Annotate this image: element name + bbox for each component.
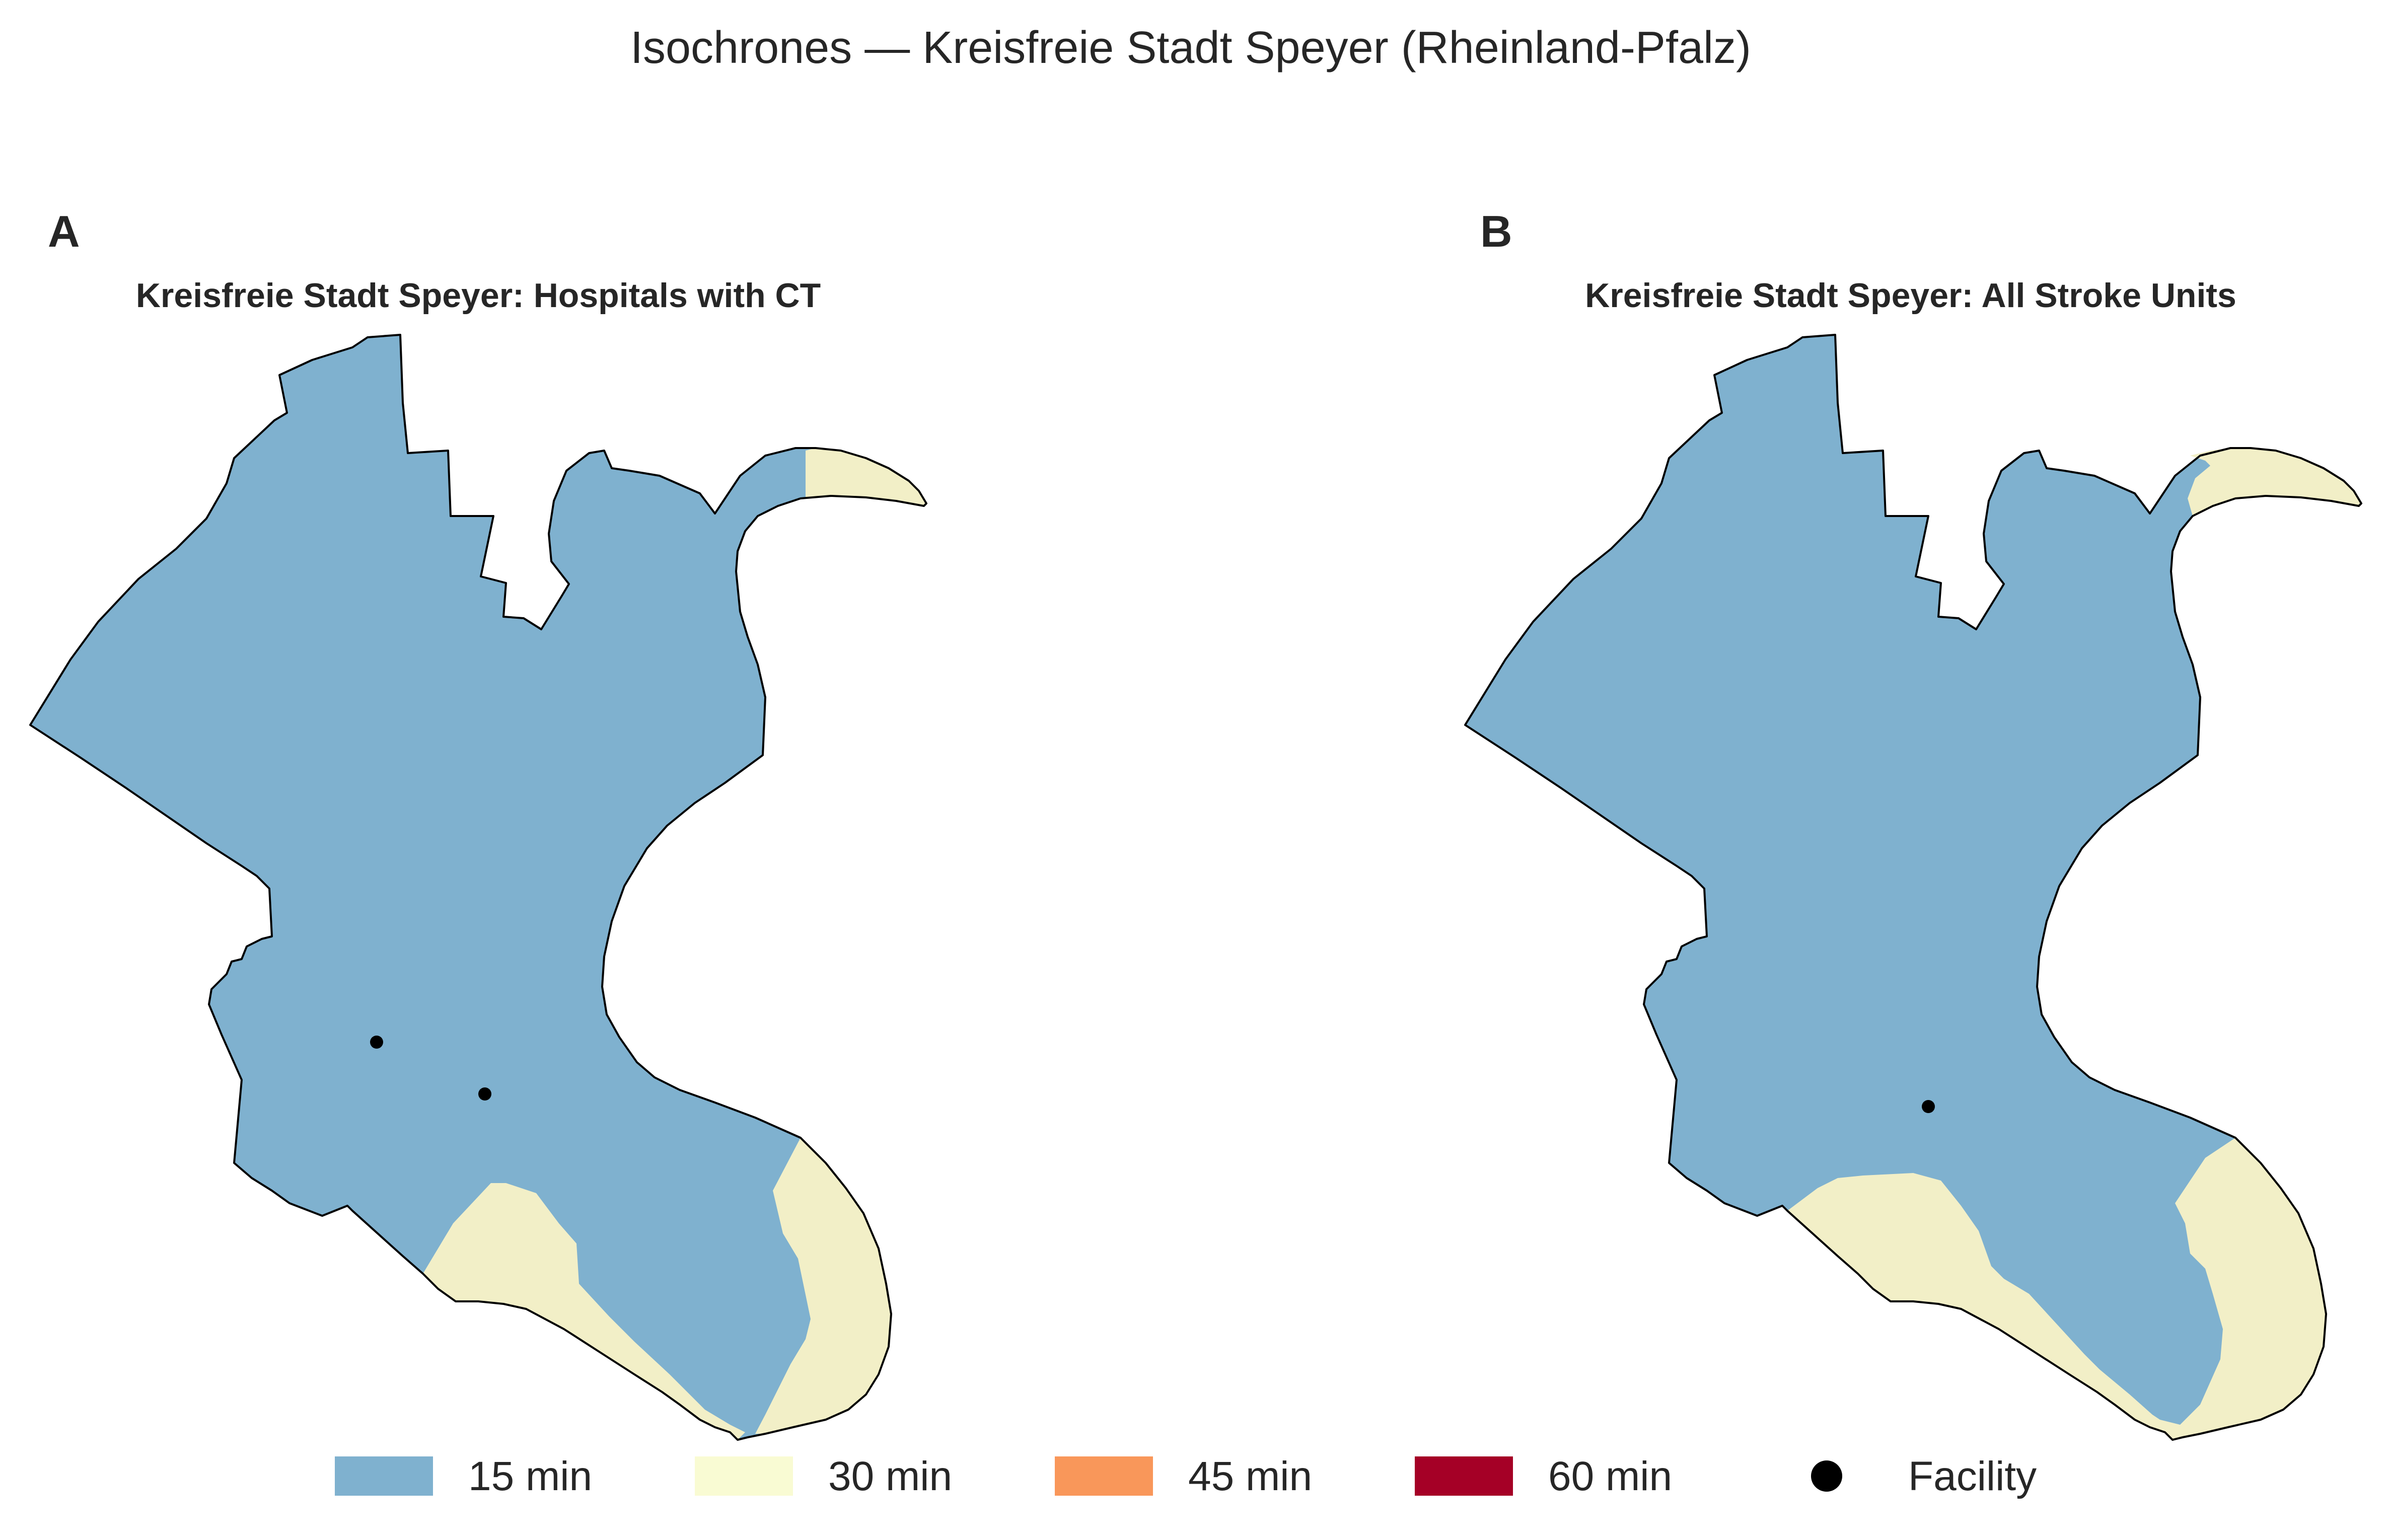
legend-item-60-min: 60 min bbox=[1415, 1453, 1672, 1499]
panel-b-title: Kreisfreie Stadt Speyer: All Stroke Unit… bbox=[1585, 276, 2236, 315]
legend-label-30-min: 30 min bbox=[828, 1453, 952, 1499]
panel-b: B Kreisfreie Stadt Speyer: All Stroke Un… bbox=[1464, 206, 2362, 1441]
panel-b-letter: B bbox=[1480, 206, 1512, 256]
legend-item-facility: Facility bbox=[1811, 1453, 2037, 1499]
legend: 15 min 30 min 45 min 60 min Facility bbox=[335, 1453, 2037, 1499]
legend-facility-marker bbox=[1811, 1460, 1842, 1492]
legend-label-45-min: 45 min bbox=[1188, 1453, 1312, 1499]
panel-a: A Kreisfreie Stadt Speyer: Hospitals wit… bbox=[29, 206, 927, 1441]
facility-marker bbox=[1922, 1100, 1935, 1113]
legend-label-60-min: 60 min bbox=[1548, 1453, 1672, 1499]
legend-swatch-60-min bbox=[1415, 1456, 1513, 1496]
panel-b-map bbox=[1464, 334, 2362, 1441]
panel-a-letter: A bbox=[48, 206, 80, 256]
legend-label-15-min: 15 min bbox=[468, 1453, 592, 1499]
legend-swatch-30-min bbox=[695, 1456, 793, 1496]
legend-item-15-min: 15 min bbox=[335, 1453, 592, 1499]
facility-marker bbox=[478, 1087, 491, 1101]
legend-item-45-min: 45 min bbox=[1055, 1453, 1312, 1499]
figure-title: Isochrones — Kreisfreie Stadt Speyer (Rh… bbox=[630, 23, 1751, 73]
legend-swatch-45-min bbox=[1055, 1456, 1153, 1496]
facility-marker bbox=[370, 1036, 383, 1049]
legend-item-30-min: 30 min bbox=[695, 1453, 952, 1499]
panel-a-map bbox=[29, 334, 927, 1441]
panel-a-title: Kreisfreie Stadt Speyer: Hospitals with … bbox=[136, 276, 821, 315]
legend-label-facility: Facility bbox=[1908, 1453, 2037, 1499]
legend-swatch-15-min bbox=[335, 1456, 433, 1496]
